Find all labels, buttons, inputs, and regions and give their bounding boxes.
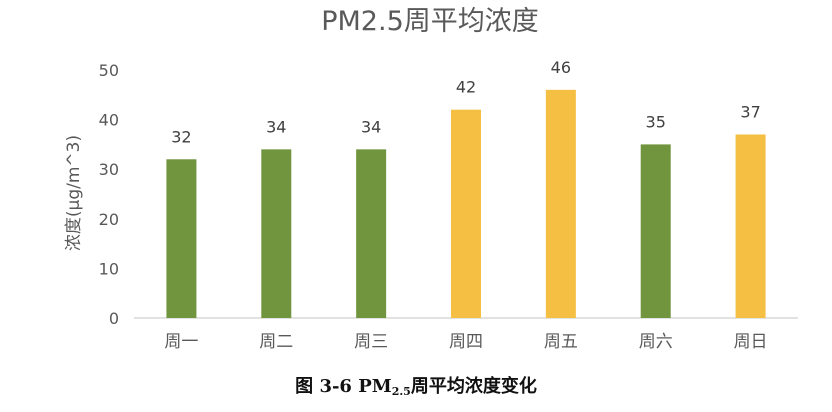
caption-subscript: 2.5 (391, 385, 411, 398)
bars-group (166, 89, 766, 319)
y-tick-label: 10 (99, 259, 119, 278)
pm25-bar-chart: PM2.5周平均浓度 浓度(μg/m^3) 0 10 20 30 40 50 32 34 34… (64, 6, 798, 352)
y-axis-label: 浓度(μg/m^3) (64, 135, 84, 251)
bar (545, 89, 576, 318)
data-label: 32 (171, 127, 191, 146)
y-tick-label: 0 (109, 309, 119, 328)
bar (166, 159, 197, 318)
bar (451, 109, 481, 319)
x-tick-label: 周一 (164, 332, 198, 352)
y-tick-label: 50 (99, 61, 119, 80)
data-label: 37 (740, 102, 760, 121)
data-label: 34 (361, 117, 381, 136)
data-label: 42 (456, 78, 476, 97)
figure-caption: 图 3-6 PM2.5周平均浓度变化 (0, 372, 832, 398)
caption-prefix: 图 3-6 PM (295, 376, 392, 397)
x-tick-label: 周四 (449, 332, 483, 352)
bar (735, 134, 766, 318)
x-tick-label: 周二 (259, 332, 293, 352)
y-tick-label: 20 (99, 210, 119, 229)
chart-title: PM2.5周平均浓度 (321, 6, 539, 37)
x-axis-ticks: 周一 周二 周三 周四 周五 周六 周日 (164, 332, 767, 352)
bar (261, 149, 292, 318)
x-tick-label: 周五 (544, 332, 578, 352)
x-tick-label: 周三 (354, 332, 388, 352)
data-label: 46 (551, 58, 571, 77)
y-axis-ticks: 0 10 20 30 40 50 (99, 61, 119, 328)
data-label: 35 (646, 112, 666, 131)
y-tick-label: 30 (99, 160, 119, 179)
bar (640, 144, 671, 318)
data-labels-group: 32 34 34 42 46 35 37 (171, 58, 761, 146)
bar (356, 149, 387, 318)
y-tick-label: 40 (99, 111, 119, 130)
data-label: 34 (266, 117, 286, 136)
x-tick-label: 周日 (734, 332, 768, 352)
caption-suffix: 周平均浓度变化 (410, 376, 537, 397)
x-tick-label: 周六 (639, 332, 673, 352)
